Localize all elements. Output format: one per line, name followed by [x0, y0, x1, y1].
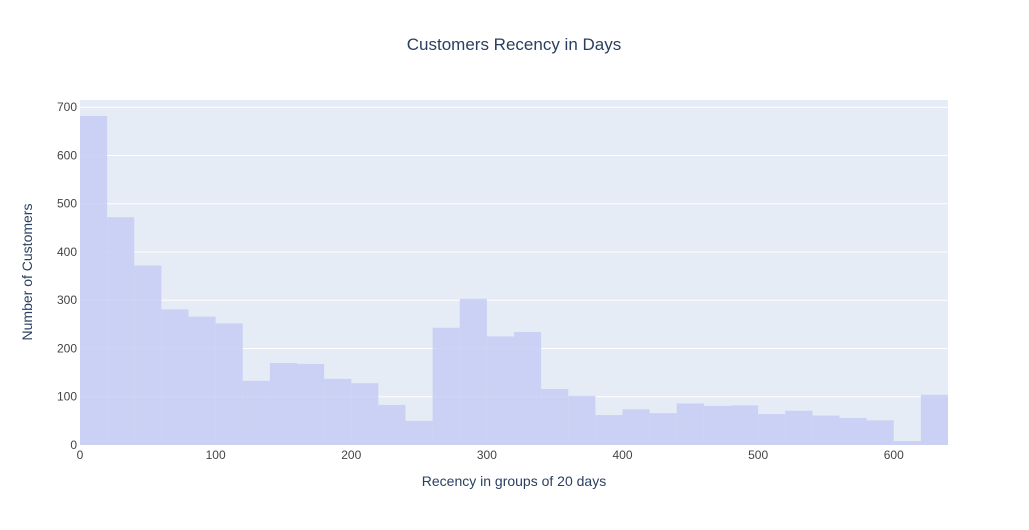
histogram-bar[interactable] — [812, 415, 840, 445]
y-tick-labels: 0 100 200 300 400 500 600 700 — [57, 100, 77, 452]
x-tick-label: 0 — [77, 448, 84, 462]
y-tick-label: 100 — [57, 390, 77, 404]
y-tick-label: 700 — [57, 100, 77, 114]
x-axis-label: Recency in groups of 20 days — [422, 473, 606, 489]
histogram-bar[interactable] — [866, 420, 894, 445]
y-tick-label: 600 — [57, 148, 77, 162]
histogram-bar[interactable] — [758, 414, 786, 445]
x-tick-labels: 0 100 200 300 400 500 600 — [77, 448, 904, 462]
y-tick-label: 400 — [57, 245, 77, 259]
y-tick-label: 500 — [57, 197, 77, 211]
histogram-bar[interactable] — [269, 362, 297, 445]
histogram-bar[interactable] — [324, 378, 352, 445]
histogram-bar[interactable] — [134, 265, 162, 445]
histogram-bar[interactable] — [893, 441, 921, 445]
histogram-bar[interactable] — [107, 217, 135, 445]
histogram-bar[interactable] — [242, 380, 270, 445]
y-tick-label: 300 — [57, 293, 77, 307]
histogram-bar[interactable] — [514, 332, 542, 445]
x-tick-label: 400 — [612, 448, 632, 462]
histogram-bar[interactable] — [459, 298, 487, 445]
y-axis-label: Number of Customers — [19, 204, 35, 341]
chart-title: Customers Recency in Days — [407, 35, 621, 54]
histogram-bar[interactable] — [378, 404, 406, 445]
histogram-bar[interactable] — [541, 389, 569, 445]
histogram-bar[interactable] — [731, 405, 759, 445]
histogram-bar[interactable] — [595, 415, 623, 445]
histogram-bar[interactable] — [215, 323, 243, 445]
histogram-bar[interactable] — [161, 309, 189, 445]
histogram-bar[interactable] — [676, 403, 704, 445]
histogram-bar[interactable] — [405, 420, 433, 445]
x-tick-label: 200 — [341, 448, 361, 462]
histogram-bar[interactable] — [920, 394, 948, 445]
histogram-bar[interactable] — [297, 363, 325, 445]
histogram-bar[interactable] — [188, 316, 216, 445]
histogram-bar[interactable] — [649, 413, 677, 445]
histogram-bar[interactable] — [351, 383, 379, 445]
y-tick-label: 200 — [57, 341, 77, 355]
x-tick-label: 600 — [884, 448, 904, 462]
histogram-bar[interactable] — [486, 336, 514, 445]
histogram-bar[interactable] — [432, 327, 460, 445]
histogram-bar[interactable] — [80, 115, 108, 445]
histogram-bar[interactable] — [839, 417, 867, 445]
y-tick-label: 0 — [70, 438, 77, 452]
x-tick-label: 500 — [748, 448, 768, 462]
histogram-bar[interactable] — [703, 405, 731, 445]
histogram-bar[interactable] — [622, 409, 650, 445]
bars-group — [80, 115, 948, 445]
histogram-bar[interactable] — [785, 410, 813, 445]
x-tick-label: 300 — [477, 448, 497, 462]
histogram-bar[interactable] — [568, 395, 596, 445]
x-tick-label: 100 — [206, 448, 226, 462]
